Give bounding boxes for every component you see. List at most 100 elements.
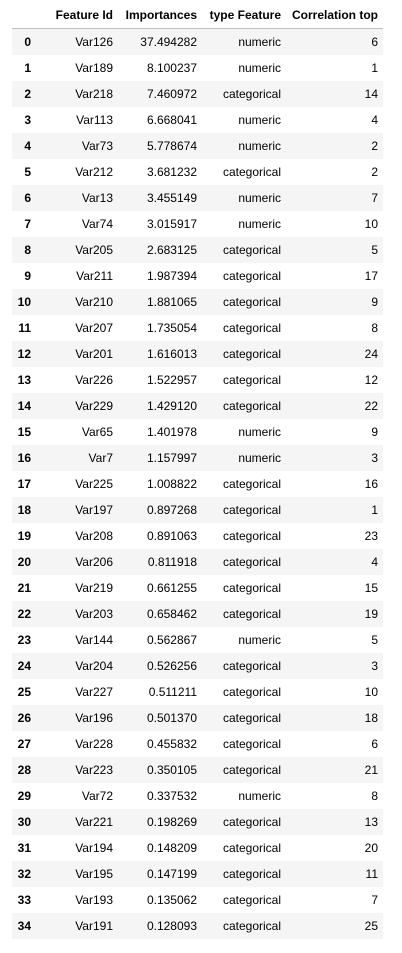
cell-type-feature: categorical bbox=[222, 503, 281, 517]
cell-feature-id: Var218 bbox=[75, 87, 113, 101]
cell-feature-id: Var197 bbox=[75, 503, 113, 517]
cell-correlation-top: 4 bbox=[371, 113, 378, 127]
table-row: 21 Var219 0.661255 categorical 15 bbox=[12, 575, 383, 601]
cell-type-feature: numeric bbox=[238, 217, 281, 231]
table-row: 32 Var195 0.147199 categorical 11 bbox=[12, 861, 383, 887]
cell-importance: 6.668041 bbox=[146, 113, 197, 127]
cell-index: 18 bbox=[17, 503, 31, 517]
table-row: 22 Var203 0.658462 categorical 19 bbox=[12, 601, 383, 627]
cell-type-feature: numeric bbox=[238, 633, 281, 647]
cell-importance: 1.987394 bbox=[146, 269, 197, 283]
table-row: 9 Var211 1.987394 categorical 17 bbox=[12, 263, 383, 289]
cell-feature-id: Var73 bbox=[81, 139, 113, 153]
table-row: 3 Var113 6.668041 numeric 4 bbox=[12, 107, 383, 133]
cell-importance: 0.661255 bbox=[146, 581, 197, 595]
cell-type-feature: categorical bbox=[222, 711, 281, 725]
cell-feature-id: Var219 bbox=[75, 581, 113, 595]
cell-correlation-top: 3 bbox=[371, 659, 378, 673]
cell-correlation-top: 14 bbox=[364, 87, 378, 101]
table-row: 33 Var193 0.135062 categorical 7 bbox=[12, 887, 383, 913]
cell-feature-id: Var229 bbox=[75, 399, 113, 413]
cell-correlation-top: 21 bbox=[364, 763, 378, 777]
cell-index: 31 bbox=[17, 841, 31, 855]
cell-type-feature: numeric bbox=[238, 61, 281, 75]
header-correlation-top: Correlation top bbox=[286, 3, 383, 29]
cell-importance: 0.148209 bbox=[146, 841, 197, 855]
cell-type-feature: categorical bbox=[222, 321, 281, 335]
cell-type-feature: categorical bbox=[222, 659, 281, 673]
cell-index: 16 bbox=[17, 451, 31, 465]
cell-index: 17 bbox=[17, 477, 31, 491]
cell-importance: 3.681232 bbox=[146, 165, 197, 179]
cell-feature-id: Var225 bbox=[75, 477, 113, 491]
cell-importance: 0.526256 bbox=[146, 659, 197, 673]
cell-type-feature: categorical bbox=[222, 165, 281, 179]
table-row: 20 Var206 0.811918 categorical 4 bbox=[12, 549, 383, 575]
cell-feature-id: Var126 bbox=[75, 35, 113, 49]
cell-importance: 0.511211 bbox=[148, 685, 197, 699]
cell-index: 11 bbox=[18, 321, 31, 335]
cell-feature-id: Var226 bbox=[75, 373, 113, 387]
cell-correlation-top: 7 bbox=[371, 893, 378, 907]
cell-feature-id: Var193 bbox=[75, 893, 113, 907]
cell-feature-id: Var72 bbox=[81, 789, 113, 803]
cell-type-feature: categorical bbox=[222, 763, 281, 777]
cell-index: 22 bbox=[17, 607, 31, 621]
cell-feature-id: Var144 bbox=[75, 633, 113, 647]
cell-feature-id: Var191 bbox=[75, 919, 113, 933]
cell-index: 7 bbox=[24, 217, 31, 231]
table-row: 4 Var73 5.778674 numeric 2 bbox=[12, 133, 383, 159]
cell-type-feature: categorical bbox=[222, 841, 281, 855]
cell-feature-id: Var201 bbox=[75, 347, 113, 361]
cell-index: 33 bbox=[17, 893, 31, 907]
table-row: 19 Var208 0.891063 categorical 23 bbox=[12, 523, 383, 549]
table-header: Feature Id Importances type Feature Corr… bbox=[12, 3, 383, 29]
table-row: 18 Var197 0.897268 categorical 1 bbox=[12, 497, 383, 523]
cell-correlation-top: 6 bbox=[371, 35, 378, 49]
cell-importance: 1.735054 bbox=[146, 321, 197, 335]
cell-correlation-top: 8 bbox=[371, 321, 378, 335]
cell-type-feature: categorical bbox=[222, 269, 281, 283]
cell-type-feature: categorical bbox=[222, 893, 281, 907]
table-row: 14 Var229 1.429120 categorical 22 bbox=[12, 393, 383, 419]
cell-type-feature: numeric bbox=[238, 35, 281, 49]
cell-importance: 7.460972 bbox=[146, 87, 197, 101]
cell-feature-id: Var74 bbox=[81, 217, 113, 231]
cell-correlation-top: 15 bbox=[364, 581, 378, 595]
cell-index: 1 bbox=[24, 61, 31, 75]
cell-type-feature: categorical bbox=[222, 919, 281, 933]
cell-feature-id: Var189 bbox=[75, 61, 113, 75]
cell-importance: 0.897268 bbox=[146, 503, 197, 517]
cell-type-feature: categorical bbox=[222, 581, 281, 595]
cell-correlation-top: 11 bbox=[365, 867, 378, 881]
cell-importance: 0.658462 bbox=[146, 607, 197, 621]
cell-type-feature: categorical bbox=[222, 529, 281, 543]
cell-type-feature: categorical bbox=[222, 399, 281, 413]
cell-correlation-top: 9 bbox=[371, 425, 378, 439]
cell-importance: 0.135062 bbox=[146, 893, 197, 907]
cell-importance: 1.401978 bbox=[146, 425, 197, 439]
table-row: 27 Var228 0.455832 categorical 6 bbox=[12, 731, 383, 757]
cell-feature-id: Var212 bbox=[75, 165, 113, 179]
cell-correlation-top: 10 bbox=[364, 217, 378, 231]
cell-correlation-top: 2 bbox=[371, 139, 378, 153]
cell-importance: 0.455832 bbox=[146, 737, 197, 751]
cell-importance: 8.100237 bbox=[146, 61, 197, 75]
table-row: 34 Var191 0.128093 categorical 25 bbox=[12, 913, 383, 939]
cell-index: 5 bbox=[24, 165, 31, 179]
table-row: 12 Var201 1.616013 categorical 24 bbox=[12, 341, 383, 367]
cell-importance: 37.494282 bbox=[140, 35, 197, 49]
cell-type-feature: categorical bbox=[222, 737, 281, 751]
header-type-feature: type Feature bbox=[202, 3, 286, 29]
cell-correlation-top: 12 bbox=[364, 373, 378, 387]
table-row: 13 Var226 1.522957 categorical 12 bbox=[12, 367, 383, 393]
cell-correlation-top: 17 bbox=[364, 269, 378, 283]
cell-feature-id: Var221 bbox=[75, 815, 113, 829]
cell-index: 19 bbox=[17, 529, 31, 543]
table-row: 24 Var204 0.526256 categorical 3 bbox=[12, 653, 383, 679]
cell-correlation-top: 8 bbox=[371, 789, 378, 803]
feature-importance-table: Feature Id Importances type Feature Corr… bbox=[12, 3, 383, 939]
cell-feature-id: Var7 bbox=[88, 451, 113, 465]
cell-type-feature: categorical bbox=[222, 685, 281, 699]
table-body: 0 Var126 37.494282 numeric 6 1 Var189 8.100237 n… bbox=[12, 28, 383, 939]
